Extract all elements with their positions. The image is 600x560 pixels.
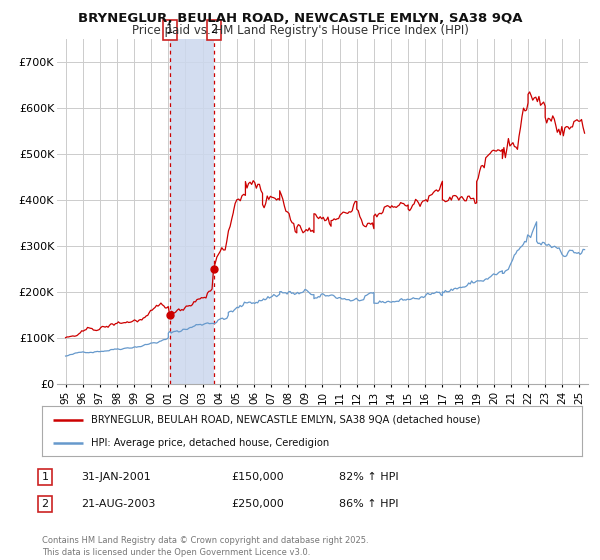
Text: 2: 2 bbox=[41, 499, 49, 509]
Text: 31-JAN-2001: 31-JAN-2001 bbox=[81, 472, 151, 482]
Text: HPI: Average price, detached house, Ceredigion: HPI: Average price, detached house, Cere… bbox=[91, 438, 329, 448]
Text: BRYNEGLUR, BEULAH ROAD, NEWCASTLE EMLYN, SA38 9QA: BRYNEGLUR, BEULAH ROAD, NEWCASTLE EMLYN,… bbox=[78, 12, 522, 25]
Text: £250,000: £250,000 bbox=[231, 499, 284, 509]
Text: 86% ↑ HPI: 86% ↑ HPI bbox=[339, 499, 398, 509]
Text: Contains HM Land Registry data © Crown copyright and database right 2025.
This d: Contains HM Land Registry data © Crown c… bbox=[42, 536, 368, 557]
Bar bbox=[170, 39, 214, 384]
Text: Price paid vs. HM Land Registry's House Price Index (HPI): Price paid vs. HM Land Registry's House … bbox=[131, 24, 469, 37]
Text: BRYNEGLUR, BEULAH ROAD, NEWCASTLE EMLYN, SA38 9QA (detached house): BRYNEGLUR, BEULAH ROAD, NEWCASTLE EMLYN,… bbox=[91, 414, 480, 424]
Text: 82% ↑ HPI: 82% ↑ HPI bbox=[339, 472, 398, 482]
Text: 1: 1 bbox=[166, 24, 173, 36]
Text: 1: 1 bbox=[41, 472, 49, 482]
Text: 2: 2 bbox=[210, 24, 217, 36]
Text: 21-AUG-2003: 21-AUG-2003 bbox=[81, 499, 155, 509]
Text: £150,000: £150,000 bbox=[231, 472, 284, 482]
